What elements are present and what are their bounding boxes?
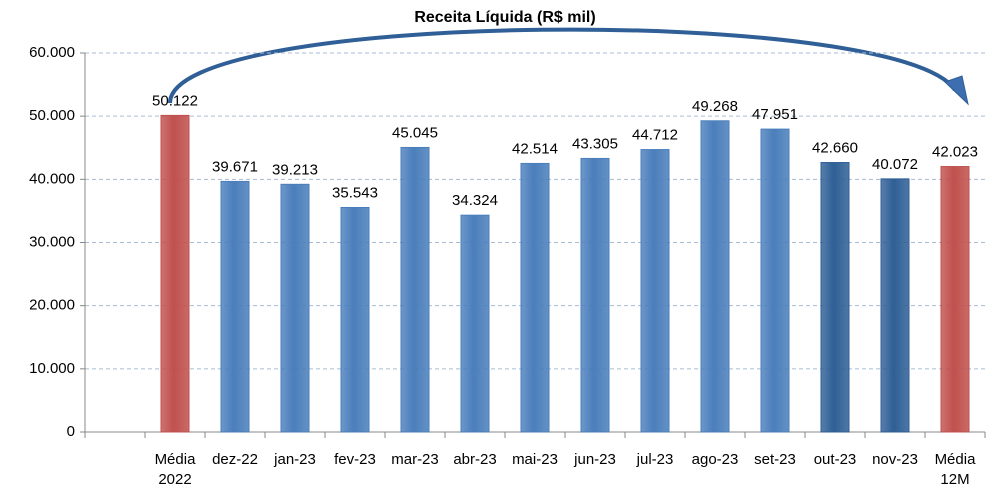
x-tick-label: jul-23 (636, 451, 674, 468)
data-label: 49.268 (692, 98, 738, 115)
bar (580, 157, 610, 433)
bar (400, 146, 430, 433)
chart-title: Receita Líquida (R$ mil) (414, 9, 595, 26)
x-tick-label: mar-23 (391, 451, 439, 468)
data-label: 42.660 (812, 139, 858, 156)
x-tick-label: jun-23 (574, 451, 616, 468)
data-label: 42.023 (932, 144, 978, 161)
x-tick-label: nov-23 (872, 451, 918, 468)
x-tick-label: jan-23 (274, 451, 316, 468)
y-tick-label: 30.000 (29, 233, 75, 250)
arrow-head (944, 75, 969, 106)
data-label: 43.305 (572, 135, 618, 152)
data-label: 45.045 (392, 124, 438, 141)
data-label: 42.514 (512, 140, 558, 157)
x-tick-label: out-23 (813, 451, 857, 468)
arrow (168, 27, 957, 104)
x-tick-label: dez-22 (212, 451, 258, 468)
x-tick-label: Média 2022 (154, 451, 196, 488)
bar (280, 183, 310, 433)
data-label: 47.951 (752, 106, 798, 123)
bar (880, 178, 910, 433)
bar (160, 114, 190, 433)
x-tick-label: Média 12M (934, 451, 976, 488)
bar (700, 120, 730, 433)
y-tick-label: 20.000 (29, 297, 75, 314)
y-tick-label: 50.000 (29, 107, 75, 124)
x-tick-label: abr-23 (453, 451, 497, 468)
y-tick-label: 60.000 (29, 44, 75, 61)
x-tick-label: mai-23 (512, 451, 558, 468)
bar (520, 162, 550, 433)
bar (220, 180, 250, 433)
y-tick-label: 0 (67, 423, 75, 440)
y-tick-label: 40.000 (29, 170, 75, 187)
bar (820, 162, 850, 433)
bar (340, 206, 370, 433)
bar (940, 166, 970, 433)
bar (460, 214, 490, 433)
data-label: 40.072 (872, 156, 918, 173)
x-tick-label: fev-23 (334, 451, 376, 468)
data-label: 44.712 (632, 127, 678, 144)
data-label: 35.543 (332, 184, 378, 201)
y-tick-label: 10.000 (29, 360, 75, 377)
data-label: 39.213 (272, 161, 318, 178)
data-label: 50.122 (152, 92, 198, 109)
data-label: 39.671 (212, 158, 258, 175)
data-label: 34.324 (452, 192, 498, 209)
x-tick-label: ago-23 (691, 451, 739, 468)
x-tick-label: set-23 (754, 451, 796, 468)
bar (760, 128, 790, 433)
bar (640, 149, 670, 433)
